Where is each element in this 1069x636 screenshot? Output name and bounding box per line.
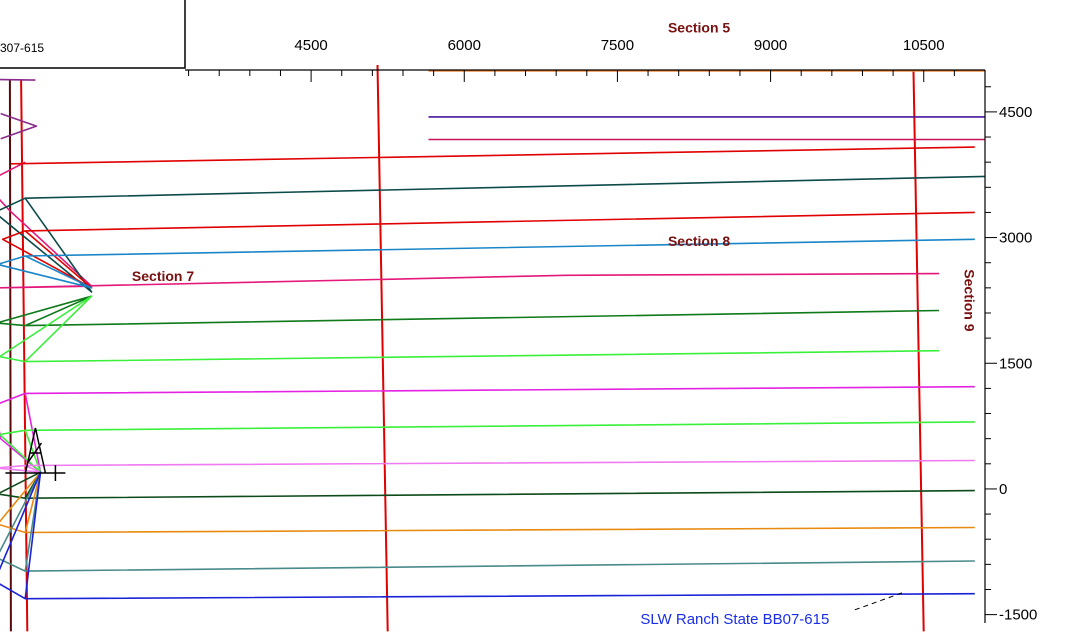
lateral-l14	[0, 471, 975, 500]
lateral-l11	[0, 385, 975, 474]
section-line-1	[20, 80, 29, 632]
y-tick-label: 0	[999, 481, 1007, 498]
lateral-l13	[0, 459, 975, 474]
x-tick-label: 7500	[601, 37, 634, 54]
x-tick-label: 10500	[903, 37, 945, 54]
lateral-l18	[0, 78, 36, 81]
lateral-l6	[0, 175, 986, 293]
x-tick-label: 6000	[448, 37, 481, 54]
well-pad-derrick	[5, 427, 66, 482]
lateral-l15	[0, 471, 975, 534]
lateral-traces	[0, 70, 986, 600]
y-axis: 4500 3000 1500 0 -1500	[985, 86, 1037, 624]
section-line-4	[8, 80, 12, 632]
well-pad-symbol	[5, 427, 66, 482]
section-label: Section 7	[132, 268, 194, 284]
lateral-l10	[0, 295, 940, 363]
lateral-l19	[0, 112, 38, 140]
lateral-l4	[0, 161, 940, 289]
well-label: SLW Ranch State BB07-615	[640, 611, 829, 628]
section-label: Section 8	[668, 233, 730, 249]
lateral-l16	[0, 471, 975, 572]
x-tick-label: 9000	[754, 37, 787, 54]
x-tick-label: 4500	[294, 37, 327, 54]
lateral-l5	[10, 146, 975, 165]
y-tick-label: 4500	[999, 104, 1032, 121]
plot-frame	[185, 69, 986, 623]
section-labels: Section 5 Section 7 Section 8 Section 9	[132, 19, 978, 331]
y-tick-label: -1500	[999, 607, 1037, 624]
section-label: Section 5	[668, 19, 730, 35]
section-line-2	[376, 64, 389, 632]
section-label: Section 9	[962, 269, 978, 331]
inset-label: 307-615	[0, 41, 44, 55]
y-tick-label: 1500	[999, 355, 1032, 372]
lateral-l17	[0, 471, 975, 600]
y-tick-label: 3000	[999, 230, 1032, 247]
lateral-l9	[0, 295, 940, 327]
lateral-l8	[0, 238, 975, 289]
well-label-group: SLW Ranch State BB07-615	[640, 591, 906, 628]
inset-box	[0, 0, 186, 69]
